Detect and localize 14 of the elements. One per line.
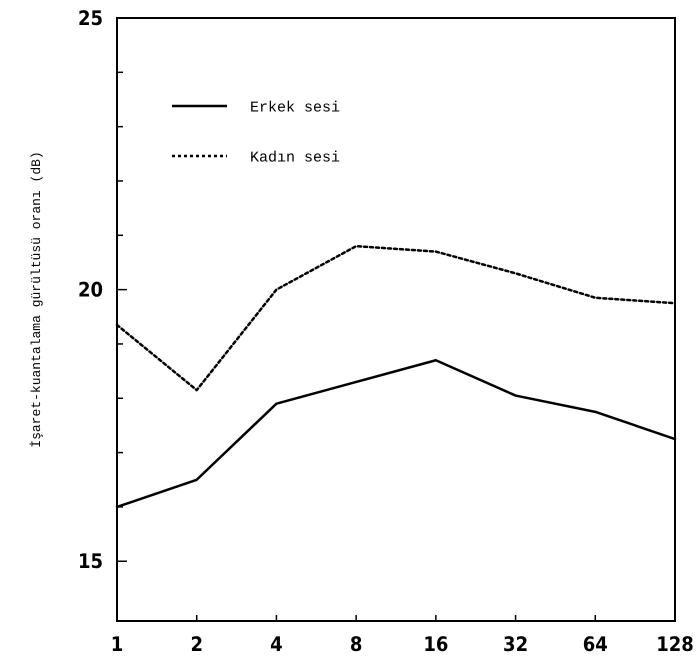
x-tick-label: 64: [582, 632, 608, 656]
x-tick-label: 1: [110, 632, 124, 656]
x-tick-label: 128: [656, 632, 694, 656]
y-tick-label: 15: [78, 549, 103, 574]
x-tick-label: 2: [190, 632, 203, 656]
y-tick-label: 20: [78, 278, 103, 302]
x-tick-label: 4: [270, 632, 283, 656]
y-tick-label: 25: [78, 6, 103, 30]
x-tick-label: 8: [350, 632, 362, 656]
x-tick-label: 32: [503, 632, 528, 656]
y-axis-title: İşaret-kuantalama gürültüsü oranı (dB): [29, 151, 44, 448]
x-tick-label: 16: [423, 632, 448, 656]
legend-label: Erkek sesi: [250, 99, 340, 116]
legend-label: Kadın sesi: [250, 149, 340, 166]
